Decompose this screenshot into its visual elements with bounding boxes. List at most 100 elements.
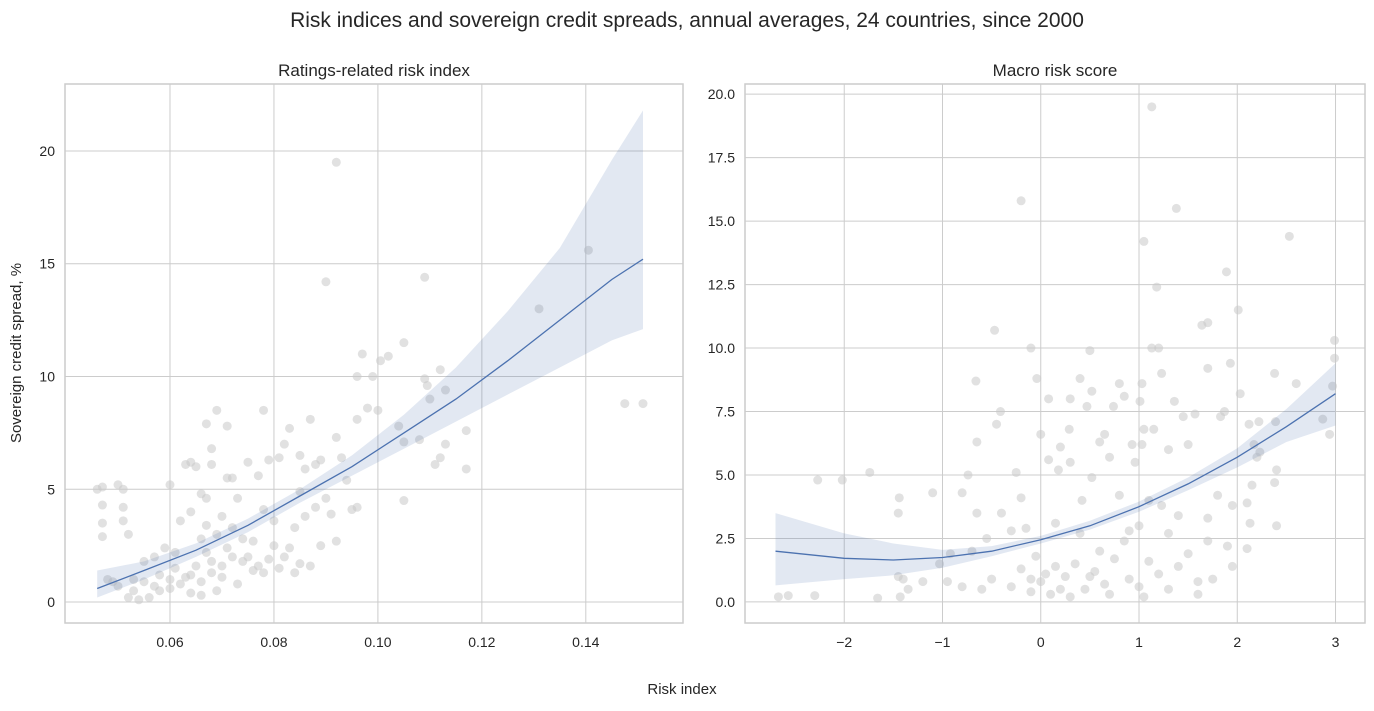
data-point [196, 590, 206, 600]
confidence-band [775, 363, 1336, 586]
data-point [170, 563, 180, 573]
data-point [1065, 592, 1075, 602]
data-point [373, 405, 383, 415]
data-point [212, 529, 222, 539]
data-point [461, 464, 471, 474]
data-point [1193, 577, 1203, 587]
data-point [461, 426, 471, 436]
data-point [259, 568, 269, 578]
data-point [295, 559, 305, 569]
data-point [1169, 396, 1179, 406]
data-point [222, 421, 232, 431]
data-point [1032, 374, 1042, 384]
data-point [321, 493, 331, 503]
data-point [425, 394, 435, 404]
data-point [97, 500, 107, 510]
data-point [1082, 401, 1092, 411]
data-point [1105, 589, 1115, 599]
data-point [363, 403, 373, 413]
data-point [264, 455, 274, 465]
data-point [1193, 589, 1203, 599]
data-point [903, 584, 913, 594]
data-point [942, 577, 952, 587]
data-point [368, 372, 378, 382]
data-point [1135, 396, 1145, 406]
data-point [1173, 511, 1183, 521]
data-point [1119, 391, 1129, 401]
data-point [1244, 419, 1254, 429]
data-point [383, 351, 393, 361]
data-point [207, 556, 217, 566]
data-point [1152, 282, 1162, 292]
data-point [1064, 424, 1074, 434]
data-point [217, 511, 227, 521]
data-point [1183, 440, 1193, 450]
data-point [331, 432, 341, 442]
data-point [264, 554, 274, 564]
data-point [1137, 379, 1147, 389]
data-point [331, 536, 341, 546]
data-point [1006, 582, 1016, 592]
data-point [1075, 528, 1085, 538]
data-point [1055, 584, 1065, 594]
data-point [1242, 544, 1252, 554]
data-point [165, 583, 175, 593]
data-point [1021, 523, 1031, 533]
data-point [435, 453, 445, 463]
data-point [1016, 196, 1026, 206]
data-point [1053, 465, 1063, 475]
data-point [1330, 353, 1340, 363]
data-point [217, 561, 227, 571]
data-point [259, 505, 269, 515]
data-point [1272, 465, 1282, 475]
data-point [1095, 437, 1105, 447]
data-point [928, 488, 938, 498]
data-point [139, 556, 149, 566]
data-point [305, 414, 315, 424]
data-point [227, 552, 237, 562]
y-tick-label: 5 [47, 481, 55, 497]
data-point [295, 487, 305, 497]
data-point [316, 541, 326, 551]
data-point [1330, 335, 1340, 345]
data-point [97, 518, 107, 528]
data-point [253, 561, 263, 571]
data-point [238, 534, 248, 544]
data-point [440, 439, 450, 449]
data-point [212, 586, 222, 596]
plot-area [745, 84, 1365, 623]
data-point [1147, 343, 1157, 353]
x-tick-label: 0.10 [364, 634, 391, 650]
data-point [103, 574, 113, 584]
data-point [399, 338, 409, 348]
data-point [971, 376, 981, 386]
data-point [165, 480, 175, 490]
data-point [337, 453, 347, 463]
data-point [995, 407, 1005, 417]
data-point [1270, 478, 1280, 488]
data-point [1203, 363, 1213, 373]
data-point [1252, 452, 1262, 462]
data-point [996, 508, 1006, 518]
data-point [1026, 574, 1036, 584]
data-point [144, 593, 154, 603]
data-point [321, 277, 331, 287]
data-point [1095, 546, 1105, 556]
regression-line [96, 258, 644, 590]
data-point [1044, 394, 1054, 404]
panel-macro-risk: −2 −1 0 1 2 3 0.0 2.5 5.0 7.5 10.0 12.5 15.0 17.5 20.0… [708, 61, 1366, 650]
x-tick-label: −1 [935, 634, 951, 650]
data-point [1050, 518, 1060, 528]
data-point [935, 559, 945, 569]
data-point [420, 272, 430, 282]
data-point [129, 586, 139, 596]
data-point [534, 304, 544, 314]
data-point [222, 543, 232, 553]
data-point [865, 467, 875, 477]
data-point [895, 592, 905, 602]
x-tick-label: 2 [1233, 634, 1241, 650]
data-point [186, 588, 196, 598]
y-tick-label: 12.5 [708, 277, 735, 293]
plot-frame [64, 83, 684, 624]
x-tick-label: 0.08 [260, 634, 287, 650]
